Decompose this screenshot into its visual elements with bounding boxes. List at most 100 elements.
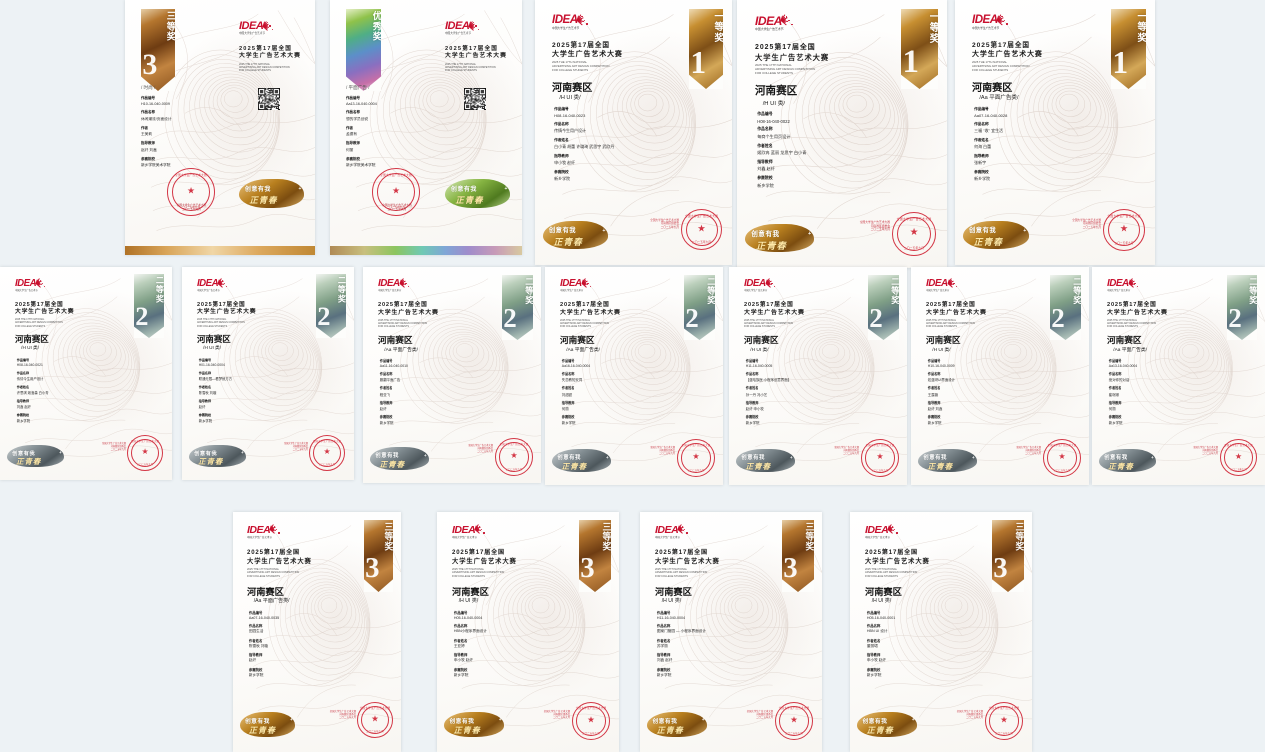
seal-top-text: 全国大学生广告艺术大赛 — [778, 707, 810, 711]
info-field-value: 【蓝哈族医:小程序创意界面】 — [745, 378, 792, 383]
award-ribbon-background — [141, 9, 175, 91]
logo-subtitle: 中国大学生广告艺术节 — [560, 289, 584, 292]
seal-side-note: 全国大学生广告艺术大赛 河南赛区组委会 二〇二五年九月 — [957, 710, 983, 719]
info-field-value: 苏学丽 — [656, 643, 668, 648]
slogan-line-2: 正青春 — [927, 461, 954, 471]
slogan-plus-icon: + — [498, 718, 502, 723]
info-fields: 作品编号 H10-16-040-0009 作品名称 炫蓝呀UI界面设计 作者姓名 王露薇指… — [928, 358, 955, 429]
slogan-line-2: 正青春 — [249, 194, 278, 205]
certificate-card[interactable]: 三等奖 3 IDEA 中国大学生广告艺术节 2025第17届全国 大学生广告艺术大赛 202… — [640, 512, 822, 752]
award-ribbon-label: 二等奖 — [706, 276, 715, 305]
certificate-card[interactable]: 二等奖 2 IDEA 中国大学生广告艺术节 2025第17届全国 大学生广告艺术大赛 202… — [1092, 267, 1265, 485]
seal-side-note: 全国大学生广告艺术大赛 河南赛区组委会 二〇二五年九月 — [102, 443, 126, 452]
seal-bottom-text: 二〇二五年九月 — [1053, 469, 1071, 472]
certificate-card[interactable]: 一等奖 1 IDEA 中国大学生广告艺术节 2025第17届全国 大学生广告艺术大赛 202… — [737, 0, 947, 268]
competition-title-cn-line1: 2025第17届全国 — [926, 302, 976, 308]
info-field-value: 新乡学院 — [379, 421, 394, 426]
seal-star-icon: ★ — [1119, 223, 1129, 235]
slogan-badge: 创意有我 正青春 + — [189, 445, 246, 467]
logo-subtitle: 中国大学生广告艺术节 — [865, 535, 890, 539]
competition-title-en-line3: FOR COLLEGE STUDENTS — [247, 574, 280, 578]
info-field: 作品名称 想的学员创说 — [346, 110, 377, 121]
seal-star-icon: ★ — [1000, 714, 1008, 725]
info-field-value: 想的学员创说 — [346, 116, 369, 121]
info-field-value: 新乡学院 — [757, 182, 774, 188]
slogan-line-2: 正青春 — [973, 237, 1003, 247]
competition-title-cn-line2: 大学生广告艺术大赛 — [15, 309, 75, 316]
seal-top-text: 全国大学生广告艺术大赛 — [130, 440, 160, 444]
official-seal: 全国大学生广告艺术大赛 ★ 二〇二五年九月 — [1220, 439, 1257, 476]
official-seal: 全国大学生广告艺术大赛 ★ 二〇二五年九月 — [127, 435, 163, 471]
certificate-card[interactable]: 二等奖 2 IDEA 中国大学生广告艺术节 2025第17届全国 大学生广告艺术大赛 202… — [363, 267, 541, 483]
certificate-card[interactable]: 三等奖 3 IDEA 中国大学生广告艺术节 2025第17届全国 大学生广告艺术大赛 202… — [850, 512, 1032, 752]
seal-star-icon: ★ — [697, 222, 706, 234]
slogan-blob — [736, 449, 795, 472]
competition-title-en-line3: FOR COLLEGE STUDENTS — [972, 67, 1009, 72]
info-field: 作品名称 联通无限—看梦就方方 — [199, 370, 232, 381]
logo-wordmark: IDEA — [552, 14, 578, 26]
competition-title-en-line1: 2025 THE 17TH NATIONAL — [197, 318, 227, 322]
logo-dot-icon — [586, 23, 588, 25]
certificate-card[interactable]: 二等奖 2 IDEA 中国大学生广告艺术节 2025第17届全国 大学生广告艺术大赛 202… — [911, 267, 1089, 485]
slogan-badge: 创意有我 正青春 + — [647, 712, 707, 737]
competition-title-en-line1: 2025 THE 17TH NATIONAL — [560, 318, 591, 322]
info-field-label: 参赛院校 — [346, 156, 360, 161]
award-ribbon: 一等奖 1 — [689, 9, 723, 89]
award-ribbon-numeral: 2 — [685, 303, 699, 334]
info-field-value: 申小牧 赵纤 — [554, 160, 576, 166]
award-ribbon: 一等奖 1 — [901, 9, 938, 89]
info-field-label: 指导教师 — [745, 400, 759, 405]
info-field-value: 何丽 — [1108, 406, 1116, 411]
award-ribbon-background — [992, 520, 1024, 592]
info-field-label: 作者姓名 — [927, 386, 941, 391]
info-field-value: H10-16-040-0009 — [141, 102, 170, 107]
info-field: 作品名称 失恋教知安同 — [562, 371, 590, 382]
info-field-value: 新乡学院 — [561, 421, 576, 426]
info-field-value: 新乡学院 — [248, 673, 264, 678]
seal-side-note: 全国大学生广告艺术大赛 河南赛区组委会 二〇二五年九月 — [468, 445, 493, 454]
award-ribbon: 二等奖 2 — [502, 275, 533, 340]
slogan-badge: 创意有我 正青春 + — [736, 449, 795, 472]
info-field-label: 作者姓名 — [248, 638, 263, 643]
region-name: 河南赛区 — [552, 82, 593, 94]
slogan-line-2: 正青春 — [745, 461, 772, 471]
competition-title-en-line3: FOR COLLEGE STUDENTS — [655, 574, 688, 578]
logo-dot-icon — [773, 286, 775, 288]
seal-bottom-text: 二〇二五年九月 — [995, 731, 1013, 735]
competition-title-en-line1: 2025 THE 17TH NATIONAL — [239, 62, 271, 66]
certificate-card[interactable]: 二等奖 2 IDEA 中国大学生广告艺术节 2025第17届全国 大学生广告艺术大赛 202… — [545, 267, 723, 485]
seal-bottom-text: 二〇二五年九月 — [582, 731, 600, 735]
logo-wordmark: IDEA — [239, 20, 264, 32]
award-ribbon-numeral: 1 — [690, 45, 707, 81]
idea-logo: IDEA 中国大学生广告艺术节 — [865, 524, 898, 539]
certificate-card[interactable]: 二等奖 2 IDEA 中国大学生广告艺术节 2025第17届全国 大学生广告艺术大赛 202… — [0, 267, 172, 480]
certificate-card[interactable]: 三等奖 3 IDEA 中国大学生广告艺术节 2025第17届全国 大学生广告艺术大赛 202… — [437, 512, 619, 752]
official-seal: 全国大学生广告艺术大赛 ★ 二〇二五年九月 — [309, 435, 345, 471]
info-field: 参赛院校 新乡学院 — [554, 170, 614, 182]
certificate-card[interactable]: 一等奖 1 IDEA 中国大学生广告艺术节 2025第17届全国 大学生广告艺术大赛 202… — [955, 0, 1155, 265]
certificate-card[interactable]: 一等奖 1 IDEA 中国大学生广告艺术节 2025第17届全国 大学生广告艺术大赛 202… — [535, 0, 732, 265]
award-ribbon-label: 三等奖 — [165, 11, 175, 43]
info-fields: 作品编号 H08-16-040-0023 作品名称 传情今生用户设计 作者姓名 白小青 胡… — [554, 107, 614, 186]
info-fields: 作品编号 H08-16-040-0021 作品名称 传情今生用户设计 作者姓名 许思琪 姬… — [17, 357, 49, 427]
seal-side-note-line: 全国大学生广告艺术大赛 — [746, 710, 773, 713]
certificate-card[interactable]: 优秀奖 IDEA 中国大学生广告艺术节 2025第17届全国 大学生广告艺术大赛 2025… — [330, 0, 522, 255]
certificate-card[interactable]: 二等奖 2 IDEA 中国大学生广告艺术节 2025第17届全国 大学生广告艺术大赛 202… — [182, 267, 354, 480]
info-field-label: 作品编号 — [757, 112, 773, 117]
competition-title-cn-line1: 2025第17届全国 — [755, 44, 816, 51]
award-ribbon: 三等奖 3 — [992, 520, 1024, 592]
seal-bottom-text: 二〇二五年九月 — [137, 463, 153, 466]
info-field: 参赛院校 新乡学院 — [454, 667, 487, 678]
seal-side-note-line: 河南赛区组委会 — [659, 449, 675, 452]
info-field: 作者姓名 刘甜甜 — [562, 385, 590, 396]
award-ribbon-label: 二等奖 — [1248, 276, 1257, 305]
info-field: 参赛院校 新乡学院 — [249, 667, 279, 678]
certificate-card[interactable]: 三等奖 3 IDEA 中国大学生广告艺术节 2025第17届全国 大学生广告艺术大赛 202… — [233, 512, 401, 752]
certificate-card[interactable]: 三等奖 3 IDEA 中国大学生广告艺术节 2025第17届全国 大学生广告艺术大赛 202… — [125, 0, 315, 255]
info-field-label: 作者 — [346, 125, 353, 130]
info-field-value: 新乡学院 — [453, 673, 469, 678]
info-field: 参赛院校 新乡学院 — [1109, 414, 1137, 425]
slogan-line-2: 正青春 — [553, 237, 583, 247]
award-ribbon-numeral: 2 — [135, 301, 149, 332]
certificate-card[interactable]: 二等奖 2 IDEA 中国大学生广告艺术节 2025第17届全国 大学生广告艺术大赛 202… — [729, 267, 907, 485]
